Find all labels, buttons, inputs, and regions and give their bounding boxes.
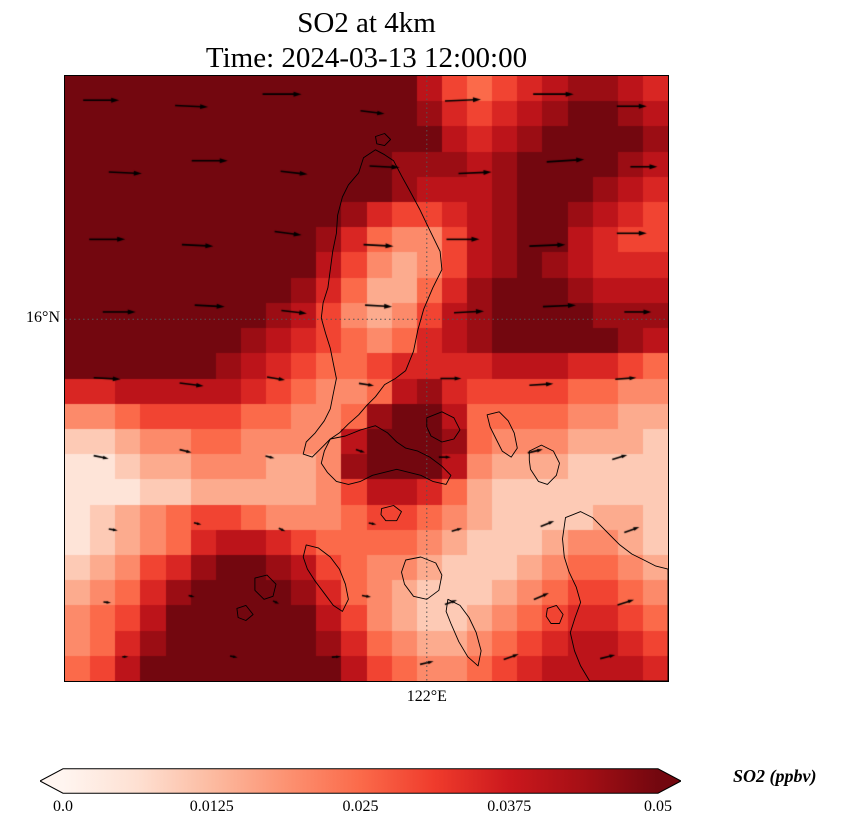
ytick-label-16n: 16°N: [26, 309, 60, 326]
coastline: [380, 505, 402, 522]
map-plot-area: [64, 75, 669, 682]
coastline: [320, 425, 452, 485]
coastline: [528, 444, 560, 485]
coastline: [562, 511, 668, 681]
figure-subtitle-time: Time: 2024-03-13 12:00:00: [205, 42, 528, 74]
colorbar-tick-label: 0.0: [53, 798, 73, 815]
colorbar-tick-label: 0.0375: [487, 798, 532, 815]
colorbar-label: SO2 (ppbv): [733, 766, 817, 786]
colorbar-svg: [38, 768, 683, 794]
colorbar-tick-label: 0.0125: [189, 798, 234, 815]
coastline: [254, 574, 277, 600]
colorbar-gradient-shape: [38, 768, 683, 794]
coastline: [545, 604, 564, 624]
figure-title: SO2 at 4km: [297, 7, 436, 39]
so2-heatmap-canvas: [65, 76, 668, 681]
coastline: [426, 411, 461, 443]
coastline: [486, 411, 518, 458]
coastline: [445, 598, 482, 667]
coastline: [236, 604, 254, 621]
coastline: [302, 149, 443, 458]
xtick-label-122e: 122°E: [406, 688, 447, 705]
map-overlay-svg: [65, 76, 668, 681]
colorbar-tick-label: 0.025: [342, 798, 379, 815]
colorbar-tick-label: 0.05: [644, 798, 672, 815]
coastline: [375, 133, 392, 147]
coastline: [401, 556, 443, 600]
coastline: [302, 544, 349, 612]
colorbar: [38, 768, 683, 794]
colorbar-tick-labels: 0.0 0.0125 0.025 0.0375 0.05: [40, 798, 681, 818]
